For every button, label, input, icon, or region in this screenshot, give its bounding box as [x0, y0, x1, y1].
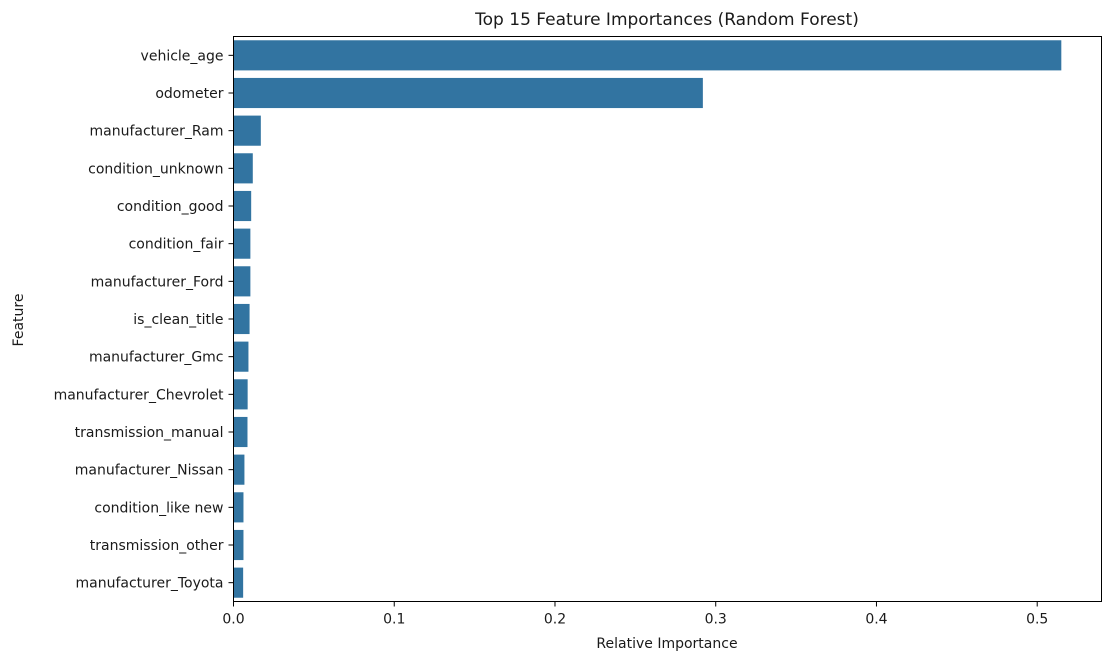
bar-odometer	[233, 77, 703, 109]
y-tick-label: condition_fair	[129, 237, 224, 253]
y-axis-label: Feature	[11, 294, 27, 347]
y-tick-label: manufacturer_Ford	[91, 274, 224, 290]
y-tick-label: condition_good	[117, 199, 224, 215]
y-tick-label: condition_like new	[94, 500, 223, 516]
bar-manufacturer_Chevrolet	[233, 379, 248, 410]
x-tick-label: 0.2	[544, 612, 566, 628]
x-tick-label: 0.3	[705, 612, 727, 628]
x-tick-label: 0.0	[222, 612, 244, 628]
y-tick-label: condition_unknown	[88, 161, 223, 177]
y-tick-label: manufacturer_Nissan	[75, 463, 224, 479]
bar-condition_like-new	[233, 492, 244, 523]
x-tick-label: 0.1	[383, 612, 405, 628]
bar-transmission_other	[233, 529, 244, 561]
chart-title: Top 15 Feature Importances (Random Fores…	[474, 10, 859, 30]
bar-transmission_manual	[233, 416, 248, 448]
bar-condition_unknown	[233, 153, 253, 184]
bar-manufacturer_Nissan	[233, 454, 245, 485]
y-tick-label: odometer	[155, 86, 223, 102]
y-tick-label: manufacturer_Chevrolet	[54, 387, 224, 403]
y-tick-label: is_clean_title	[133, 312, 223, 328]
x-tick-label: 0.5	[1026, 612, 1048, 628]
bar-condition_good	[233, 190, 252, 222]
bar-manufacturer_Ford	[233, 266, 251, 297]
plot-frame	[233, 36, 1102, 602]
bar-manufacturer_Ram	[233, 115, 261, 146]
y-tick-label: manufacturer_Ram	[90, 124, 224, 140]
bars-layer	[233, 40, 1062, 598]
x-ticks-layer: 0.0 0.1 0.2 0.3 0.4 0.5	[222, 601, 1048, 628]
x-tick-label: 0.4	[865, 612, 887, 628]
bar-is_clean_title	[233, 303, 250, 335]
y-tick-label: transmission_other	[90, 538, 224, 554]
y-tick-label: manufacturer_Gmc	[89, 350, 224, 366]
bar-condition_fair	[233, 228, 251, 259]
y-ticks-layer: vehicle_age odometer manufacturer_Ramcondi…	[54, 48, 234, 592]
y-tick-label: transmission_manual	[75, 425, 224, 441]
y-tick-label: vehicle_age	[141, 48, 224, 64]
x-axis-label: Relative Importance	[596, 636, 737, 652]
bar-manufacturer_Toyota	[233, 567, 244, 598]
y-tick-label: manufacturer_Toyota	[75, 576, 223, 592]
bar-manufacturer_Gmc	[233, 341, 249, 372]
bar-vehicle_age	[233, 40, 1062, 71]
